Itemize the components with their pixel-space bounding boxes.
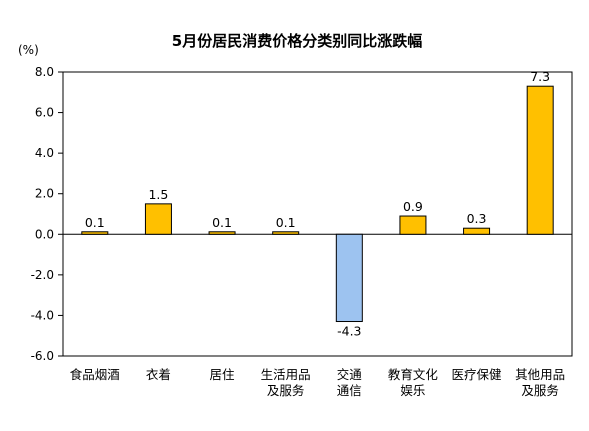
bar xyxy=(81,231,109,235)
data-label: 0.9 xyxy=(403,199,423,214)
plot-area xyxy=(62,71,573,357)
category-label: 居住 xyxy=(210,367,236,382)
bar xyxy=(272,231,300,235)
category-label: 衣着 xyxy=(146,367,171,382)
data-label: 0.1 xyxy=(212,215,232,230)
bar xyxy=(399,215,427,235)
bar xyxy=(463,227,491,235)
category-label: 娱乐 xyxy=(400,383,425,398)
category-label: 交通 xyxy=(337,367,363,382)
category-label: 其他用品 xyxy=(515,367,565,382)
y-tick-label: -6.0 xyxy=(31,349,54,363)
chart-title: 5月份居民消费价格分类别同比涨跌幅 xyxy=(172,32,422,50)
data-label: -4.3 xyxy=(337,324,361,339)
data-label: 0.1 xyxy=(276,215,296,230)
category-label: 食品烟酒 xyxy=(70,367,120,382)
bar xyxy=(335,233,363,323)
y-axis: 8.0 6.0 4.0 2.0 0.0 -2.0 -4.0 -6.0 xyxy=(31,65,63,363)
bars xyxy=(81,85,554,323)
bar xyxy=(144,203,172,235)
bar xyxy=(208,231,236,235)
data-label: 7.3 xyxy=(530,69,550,84)
y-tick-label: -2.0 xyxy=(31,268,54,282)
y-tick-label: -4.0 xyxy=(31,308,54,322)
y-tick-label: 2.0 xyxy=(35,187,54,201)
category-label: 及服务 xyxy=(521,383,559,398)
bar xyxy=(526,85,554,235)
y-tick-label: 8.0 xyxy=(35,65,54,79)
category-label: 医疗保健 xyxy=(452,367,503,382)
category-label: 教育文化 xyxy=(388,367,439,382)
category-label: 生活用品 xyxy=(261,367,311,382)
y-unit-label: (%) xyxy=(18,43,39,57)
category-label: 及服务 xyxy=(267,383,305,398)
y-tick-label: 6.0 xyxy=(35,106,54,120)
data-label: 1.5 xyxy=(148,187,168,202)
data-label: 0.3 xyxy=(467,211,487,226)
y-tick-label: 0.0 xyxy=(35,227,54,241)
data-label: 0.1 xyxy=(85,215,105,230)
category-label: 通信 xyxy=(337,383,362,398)
y-tick-label: 4.0 xyxy=(35,146,54,160)
data-labels: 0.1 1.5 0.1 0.1 -4.3 0.9 0.3 7.3 xyxy=(85,69,550,338)
